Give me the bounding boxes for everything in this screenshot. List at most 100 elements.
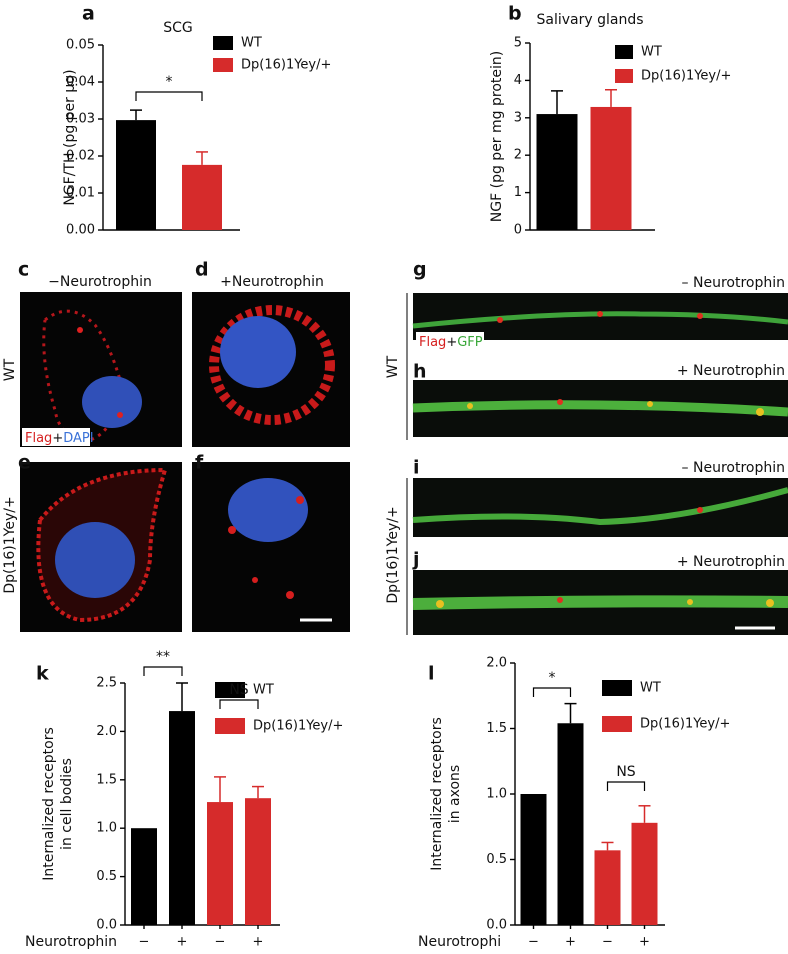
y-tick-label: 1.5 <box>486 721 507 736</box>
panel-letter: e <box>18 452 31 474</box>
y-tick-label: 0 <box>514 223 522 238</box>
panel-letter: j <box>412 549 420 571</box>
y-tick-label: 2 <box>514 148 522 163</box>
legend-label: WT <box>641 45 662 60</box>
bar <box>207 802 233 925</box>
y-tick-label: 0.5 <box>96 869 117 884</box>
stain: Flag <box>419 335 446 350</box>
panel-letter: k <box>36 663 49 685</box>
x-tick-label: − <box>139 935 150 950</box>
bar <box>245 798 271 925</box>
stain-label: Flag+DAPI <box>25 431 94 446</box>
x-tick-label: + <box>177 935 188 950</box>
y-tick-label: 2.0 <box>96 724 117 739</box>
significance-label: * <box>549 670 556 686</box>
significance-label: * <box>166 74 173 90</box>
micrograph-c <box>20 292 182 447</box>
bar <box>116 120 156 230</box>
stain: + <box>446 335 457 350</box>
y-tick-label: 0.00 <box>66 223 95 238</box>
x-tick-label: − <box>215 935 226 950</box>
y-tick-label: 1.0 <box>96 821 117 836</box>
y-axis-label: NGF/TH (pg per μg) <box>62 69 78 205</box>
significance-bracket <box>606 781 646 791</box>
significance-label: ** <box>156 649 170 665</box>
stain-box <box>416 332 484 350</box>
panel-letter: f <box>195 452 204 474</box>
y-tick-label: 0.04 <box>66 75 95 90</box>
stain: + <box>52 431 63 446</box>
x-axis-label: Neurotrophi <box>418 934 501 950</box>
panel-letter: c <box>18 259 29 281</box>
stain: GFP <box>457 335 483 350</box>
legend-swatch <box>602 680 632 696</box>
significance-label: NS <box>229 682 248 698</box>
legend-swatch <box>615 45 633 59</box>
y-tick-label: 0.02 <box>66 149 95 164</box>
micrograph-j <box>412 570 788 635</box>
row-label: Dp(16)1Yey/+ <box>2 496 18 593</box>
column-label: +Neurotrophin <box>220 274 324 290</box>
bar <box>590 106 632 230</box>
y-tick-label: 4 <box>514 73 522 88</box>
x-tick-label: + <box>565 935 576 950</box>
panel-letter: g <box>413 259 427 281</box>
significance-label: NS <box>616 764 635 780</box>
significance-bracket <box>532 687 572 697</box>
legend-swatch <box>615 69 633 83</box>
y-tick-label: 5 <box>514 36 522 51</box>
significance-bracket <box>135 91 203 101</box>
legend-swatch <box>213 58 233 72</box>
row-label: Dp(16)1Yey/+ <box>385 506 401 603</box>
micrograph-i <box>412 478 788 537</box>
legend-label: Dp(16)1Yey/+ <box>641 69 731 84</box>
bar <box>594 850 621 925</box>
bar <box>536 114 578 230</box>
y-tick-label: 0.03 <box>66 112 95 127</box>
y-axis-label: in axons <box>447 765 463 823</box>
bar <box>520 794 547 925</box>
y-axis-label: NGF (pg per mg protein) <box>489 51 505 222</box>
panel-letter: h <box>413 361 427 383</box>
stain-label: Flag+GFP <box>419 335 483 350</box>
stain: DAPI <box>63 431 93 446</box>
micrograph-f <box>192 462 350 632</box>
y-tick-label: 1.5 <box>96 772 117 787</box>
chart-title: SCG <box>163 20 193 36</box>
legend-swatch <box>215 718 245 734</box>
legend-label: Dp(16)1Yey/+ <box>640 717 730 732</box>
micrograph-h <box>412 380 788 437</box>
legend-label: Dp(16)1Yey/+ <box>241 58 331 73</box>
bar <box>131 828 157 925</box>
y-tick-label: 0.05 <box>66 38 95 53</box>
legend-label: WT <box>253 683 274 698</box>
legend-label: WT <box>241 36 262 51</box>
row-label: WT <box>2 358 18 381</box>
micrograph-e <box>20 462 182 632</box>
x-tick-label: − <box>602 935 613 950</box>
y-tick-label: 0.5 <box>486 852 507 867</box>
column-label: −Neurotrophin <box>48 274 152 290</box>
legend-swatch <box>213 36 233 50</box>
chart-title: Salivary glands <box>536 12 643 28</box>
panel-letter: i <box>413 457 420 479</box>
axon-label: + Neurotrophin <box>677 554 785 570</box>
y-tick-label: 0.0 <box>486 918 507 933</box>
y-axis-label: Internalized receptors <box>41 727 57 881</box>
bar <box>182 164 222 230</box>
x-tick-label: + <box>253 935 264 950</box>
y-tick-label: 2.5 <box>96 676 117 691</box>
y-tick-label: 1.0 <box>486 787 507 802</box>
legend-label: WT <box>640 681 661 696</box>
bar <box>631 822 658 925</box>
y-tick-label: 0.0 <box>96 918 117 933</box>
axon-label: + Neurotrophin <box>677 363 785 379</box>
stain: Flag <box>25 431 52 446</box>
legend-swatch <box>215 682 245 698</box>
panel-letter: a <box>82 3 95 25</box>
y-axis-label: in cell bodies <box>59 758 75 850</box>
panel-letter: b <box>508 3 522 25</box>
y-tick-label: 2.0 <box>486 656 507 671</box>
axon-label: – Neurotrophin <box>682 460 785 476</box>
